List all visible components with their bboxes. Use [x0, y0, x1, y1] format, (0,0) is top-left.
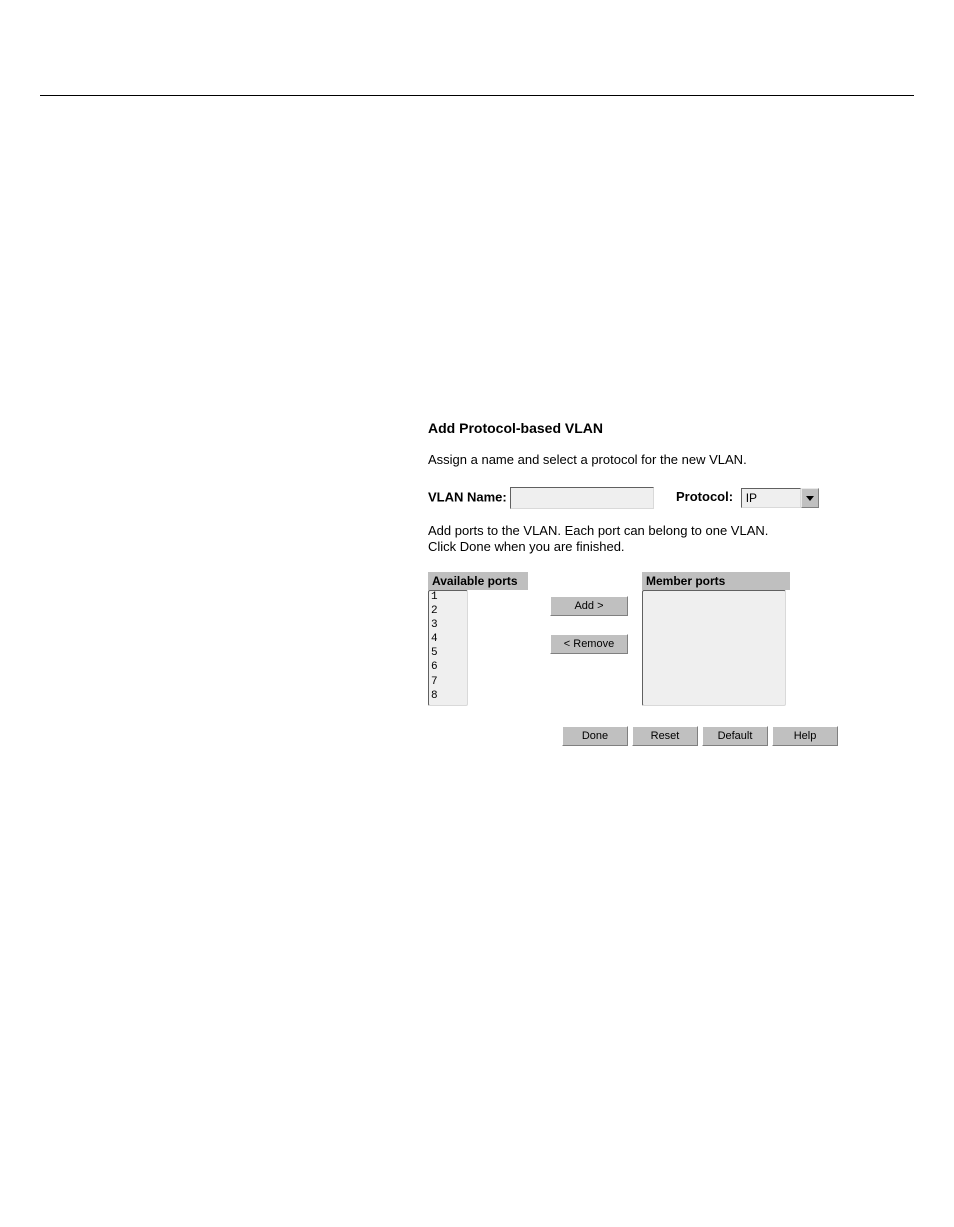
vlan-name-input[interactable] [510, 487, 654, 509]
add-button[interactable]: Add > [550, 596, 628, 616]
list-item[interactable]: 2 [429, 605, 467, 619]
instruction-2-line-2: Click Done when you are finished. [428, 539, 625, 554]
instruction-2-line-1: Add ports to the VLAN. Each port can bel… [428, 523, 768, 538]
default-button[interactable]: Default [702, 726, 768, 746]
list-item[interactable]: 6 [429, 661, 467, 675]
name-protocol-row: VLAN Name: Protocol: IP [428, 487, 838, 509]
available-ports-header: Available ports [428, 572, 528, 590]
member-ports-column: Member ports [642, 572, 790, 706]
help-button[interactable]: Help [772, 726, 838, 746]
done-button[interactable]: Done [562, 726, 628, 746]
vlan-name-label: VLAN Name: [428, 489, 507, 504]
list-item[interactable]: 7 [429, 676, 467, 690]
list-item[interactable]: 4 [429, 633, 467, 647]
list-item[interactable]: 3 [429, 619, 467, 633]
top-rule [40, 95, 914, 96]
available-ports-column: Available ports 12345678 [428, 572, 528, 706]
protocol-label: Protocol: [676, 489, 733, 504]
port-lists-area: Available ports 12345678 Add > < Remove … [428, 572, 838, 706]
remove-button[interactable]: < Remove [550, 634, 628, 654]
chevron-down-icon[interactable] [801, 488, 819, 508]
protocol-selected-value: IP [741, 488, 801, 508]
list-item[interactable]: 1 [429, 591, 467, 605]
reset-button[interactable]: Reset [632, 726, 698, 746]
list-item[interactable]: 5 [429, 647, 467, 661]
member-ports-list[interactable] [642, 590, 786, 706]
add-vlan-panel: Add Protocol-based VLAN Assign a name an… [428, 420, 838, 746]
member-ports-header: Member ports [642, 572, 790, 590]
available-ports-list[interactable]: 12345678 [428, 590, 468, 706]
move-buttons-column: Add > < Remove [536, 572, 634, 706]
panel-title: Add Protocol-based VLAN [428, 420, 838, 436]
action-button-row: Done Reset Default Help [428, 726, 838, 746]
instruction-text-1: Assign a name and select a protocol for … [428, 452, 838, 467]
instruction-text-2: Add ports to the VLAN. Each port can bel… [428, 523, 838, 556]
protocol-dropdown[interactable]: IP [741, 488, 819, 508]
list-item[interactable]: 8 [429, 690, 467, 704]
